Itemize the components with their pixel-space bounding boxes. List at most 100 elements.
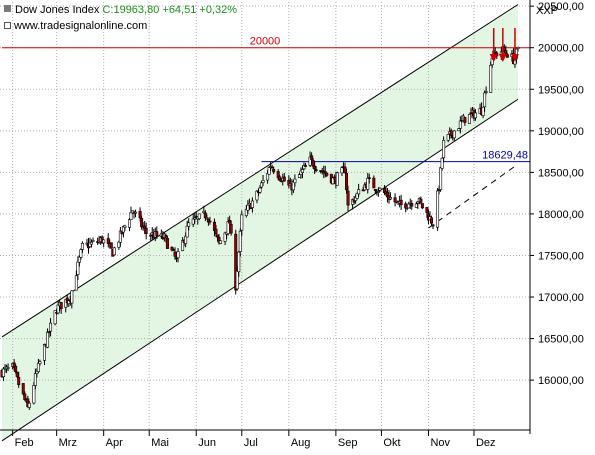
candle-body xyxy=(106,238,110,244)
candle-body xyxy=(389,197,393,200)
candle-body xyxy=(197,213,201,219)
candle-body xyxy=(238,230,242,252)
candle-body xyxy=(278,176,282,180)
candle-body xyxy=(483,92,487,108)
candle-body xyxy=(237,251,241,273)
square-icon xyxy=(4,5,11,12)
candle-body xyxy=(90,241,94,245)
candle-body xyxy=(191,218,195,225)
candle-body xyxy=(118,230,122,243)
candle-body xyxy=(205,217,209,219)
candle-body xyxy=(323,171,327,174)
candle-body xyxy=(260,182,264,188)
candle-body xyxy=(27,402,31,408)
candle-body xyxy=(407,203,411,209)
candle-body xyxy=(343,166,347,174)
candle-body xyxy=(6,367,10,369)
candle-body xyxy=(229,223,233,234)
candle-body xyxy=(446,134,450,141)
y-tick-label: 18500,00 xyxy=(538,167,584,179)
candle-body xyxy=(32,385,36,404)
candle-body xyxy=(228,219,232,224)
candle-body xyxy=(310,155,314,160)
candle-body xyxy=(266,173,270,181)
candle-body xyxy=(489,65,493,93)
candle-body xyxy=(335,172,339,186)
candle-body xyxy=(246,204,250,211)
candle-body xyxy=(372,177,376,189)
candle-body xyxy=(297,174,301,178)
candle-body xyxy=(270,166,274,169)
candle-body xyxy=(431,224,435,227)
candle-body xyxy=(76,261,80,275)
candle-body xyxy=(53,310,57,325)
candle-body xyxy=(46,331,50,348)
candle-body xyxy=(117,241,121,248)
candle-body xyxy=(325,172,329,176)
last-value: C:19963,80 +64,51 +0,32% xyxy=(102,4,238,16)
candle-body xyxy=(70,290,74,304)
y-tick-label: 20500,00 xyxy=(538,1,584,13)
candle-body xyxy=(293,178,297,184)
x-tick-label: Feb xyxy=(15,437,34,449)
candle-body xyxy=(420,203,424,209)
candle-body xyxy=(311,160,315,167)
candle-body xyxy=(373,189,377,191)
candle-body xyxy=(376,191,380,193)
candle-body xyxy=(123,225,127,228)
candle-body xyxy=(414,203,418,208)
candle-body xyxy=(2,368,6,378)
candle-body xyxy=(184,235,188,244)
candle-body xyxy=(42,343,46,361)
candle-body xyxy=(127,219,131,228)
candle-body xyxy=(134,211,138,214)
candle-body xyxy=(217,237,221,243)
candle-body xyxy=(203,212,207,219)
candle-body xyxy=(463,117,467,123)
x-tick-label: Sep xyxy=(338,437,358,449)
x-tick-label: Nov xyxy=(430,437,450,449)
candle-body xyxy=(187,222,191,227)
channel-lower-dashed xyxy=(428,163,519,229)
candle-body xyxy=(138,210,142,219)
x-tick-label: Jun xyxy=(198,437,216,449)
candle-body xyxy=(216,234,220,238)
candle-body xyxy=(250,200,254,208)
candle-body xyxy=(393,197,397,203)
candle-body xyxy=(240,214,244,231)
candle-body xyxy=(425,207,429,213)
y-tick-label: 20000,00 xyxy=(538,43,584,55)
candle-body xyxy=(235,270,239,290)
candle-body xyxy=(165,237,169,249)
resistance-label: 20000 xyxy=(250,36,281,48)
candles xyxy=(0,44,520,410)
y-tick-label: 17000,00 xyxy=(538,292,584,304)
channel-upper-line xyxy=(1,4,519,338)
channel-lower-line xyxy=(1,98,519,442)
y-tick-label: 17500,00 xyxy=(538,250,584,262)
candle-body xyxy=(313,165,317,170)
support-label: 18629,48 xyxy=(482,150,528,162)
candle-body xyxy=(74,275,78,291)
candle-body xyxy=(226,221,230,234)
candle-body xyxy=(272,168,276,173)
candle-body xyxy=(80,243,84,250)
candle-body xyxy=(516,46,520,49)
candle-body xyxy=(33,373,37,386)
candle-body xyxy=(282,176,286,182)
candle-body xyxy=(484,91,488,93)
candle-body xyxy=(185,225,189,238)
candle-body xyxy=(77,256,81,263)
candle-body xyxy=(367,177,371,179)
candle-body xyxy=(21,383,25,395)
y-tick-label: 18000,00 xyxy=(538,209,584,221)
x-tick-label: Okt xyxy=(383,437,400,449)
x-tick-label: Dez xyxy=(476,437,496,449)
arrow-head xyxy=(510,54,519,62)
candle-body xyxy=(267,167,271,175)
candle-body xyxy=(258,187,262,193)
candle-body xyxy=(143,225,147,229)
candle-body xyxy=(144,227,148,234)
candle-body xyxy=(449,130,453,136)
